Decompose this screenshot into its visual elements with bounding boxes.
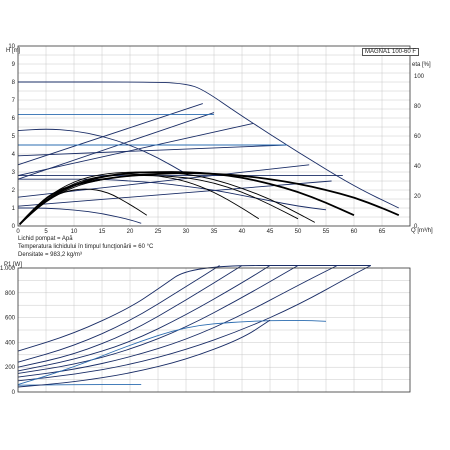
y-tick-label: 7 bbox=[12, 98, 16, 104]
power-chart-ticks: 0 200 400 600 800 1.000 bbox=[0, 266, 16, 396]
temperature-line: Temperatura lichidului în timpul funcţio… bbox=[18, 244, 154, 250]
y-tick-label: 0 bbox=[12, 390, 16, 396]
y-tick-label: 6 bbox=[12, 116, 16, 122]
x-tick-label: 20 bbox=[127, 229, 134, 235]
x-tick-label: 65 bbox=[379, 229, 386, 235]
y2-tick-label: 100 bbox=[414, 74, 425, 80]
head-curve-10 bbox=[17, 128, 187, 175]
x-tick-label: 45 bbox=[267, 229, 274, 235]
x-tick-label: 35 bbox=[211, 229, 218, 235]
x-tick-label: 5 bbox=[44, 229, 48, 235]
head-axis-label: H [m] bbox=[6, 48, 21, 54]
power-curve-0 bbox=[17, 265, 371, 352]
y-tick-label: 200 bbox=[5, 365, 16, 371]
head-chart-frame bbox=[17, 45, 411, 227]
y-tick-label: 800 bbox=[5, 291, 16, 297]
y2-tick-label: 60 bbox=[414, 134, 421, 140]
power-curve-2 bbox=[17, 265, 243, 368]
density-line: Densitate = 983,2 kg/m³ bbox=[18, 252, 82, 258]
head-curve-17 bbox=[19, 188, 148, 226]
head-curve-0 bbox=[18, 81, 399, 209]
eta-axis-label: eta [%] bbox=[412, 62, 431, 68]
head-curve-7 bbox=[17, 180, 332, 207]
x-tick-label: 60 bbox=[351, 229, 358, 235]
y-tick-label: 0 bbox=[12, 224, 16, 230]
head-curve-11 bbox=[17, 207, 142, 224]
y-tick-label: 10 bbox=[8, 44, 15, 50]
flow-axis-label: Q [m³/h] bbox=[411, 228, 433, 234]
y-tick-label: 600 bbox=[5, 316, 16, 322]
y-tick-label: 5 bbox=[12, 134, 16, 140]
y-tick-label: 2 bbox=[12, 188, 16, 194]
power-curve-1 bbox=[17, 265, 220, 363]
x-tick-label: 40 bbox=[239, 229, 246, 235]
power-curve-5 bbox=[17, 265, 338, 378]
power-curve-9 bbox=[17, 319, 271, 388]
power-curve-6 bbox=[17, 265, 372, 382]
head-curve-4 bbox=[17, 144, 287, 157]
head-chart-grid bbox=[18, 46, 410, 226]
y-tick-label: 400 bbox=[5, 340, 16, 346]
y-tick-label: 8 bbox=[12, 80, 16, 86]
x-tick-label: 50 bbox=[295, 229, 302, 235]
x-tick-label: 25 bbox=[155, 229, 162, 235]
head-curve-12 bbox=[18, 178, 327, 211]
power-curve-4 bbox=[17, 265, 299, 374]
x-tick-label: 10 bbox=[71, 229, 78, 235]
y2-tick-label: 20 bbox=[414, 194, 421, 200]
y2-tick-label: 80 bbox=[414, 104, 421, 110]
head-curve-3 bbox=[17, 122, 254, 177]
y2-tick-label: 0 bbox=[414, 224, 418, 230]
y-tick-label: 1 bbox=[12, 206, 16, 212]
model-label: MAGNA1 100-60 F bbox=[362, 48, 420, 56]
head-curve-18 bbox=[19, 175, 299, 225]
fluid-line: Lichid pompat = Apă bbox=[18, 236, 73, 242]
x-tick-label: 0 bbox=[16, 229, 20, 235]
head-curve-1 bbox=[17, 103, 203, 166]
power-chart-frame bbox=[17, 267, 411, 393]
head-curve-15 bbox=[19, 171, 316, 225]
y-tick-label: 9 bbox=[12, 62, 16, 68]
power-chart-curves bbox=[17, 265, 372, 388]
x-tick-label: 15 bbox=[99, 229, 106, 235]
y-tick-label: 3 bbox=[12, 170, 16, 176]
x-tick-label: 30 bbox=[183, 229, 190, 235]
power-axis-label: P1 [W] bbox=[4, 262, 22, 268]
y-tick-label: 4 bbox=[12, 152, 16, 158]
power-curve-7 bbox=[17, 319, 327, 386]
y2-tick-label: 40 bbox=[414, 164, 421, 170]
power-curve-8 bbox=[17, 384, 142, 386]
y-tick-label: 1.000 bbox=[0, 266, 16, 272]
power-curve-3 bbox=[17, 265, 271, 372]
x-tick-label: 55 bbox=[323, 229, 330, 235]
head-chart-curves bbox=[17, 81, 400, 226]
